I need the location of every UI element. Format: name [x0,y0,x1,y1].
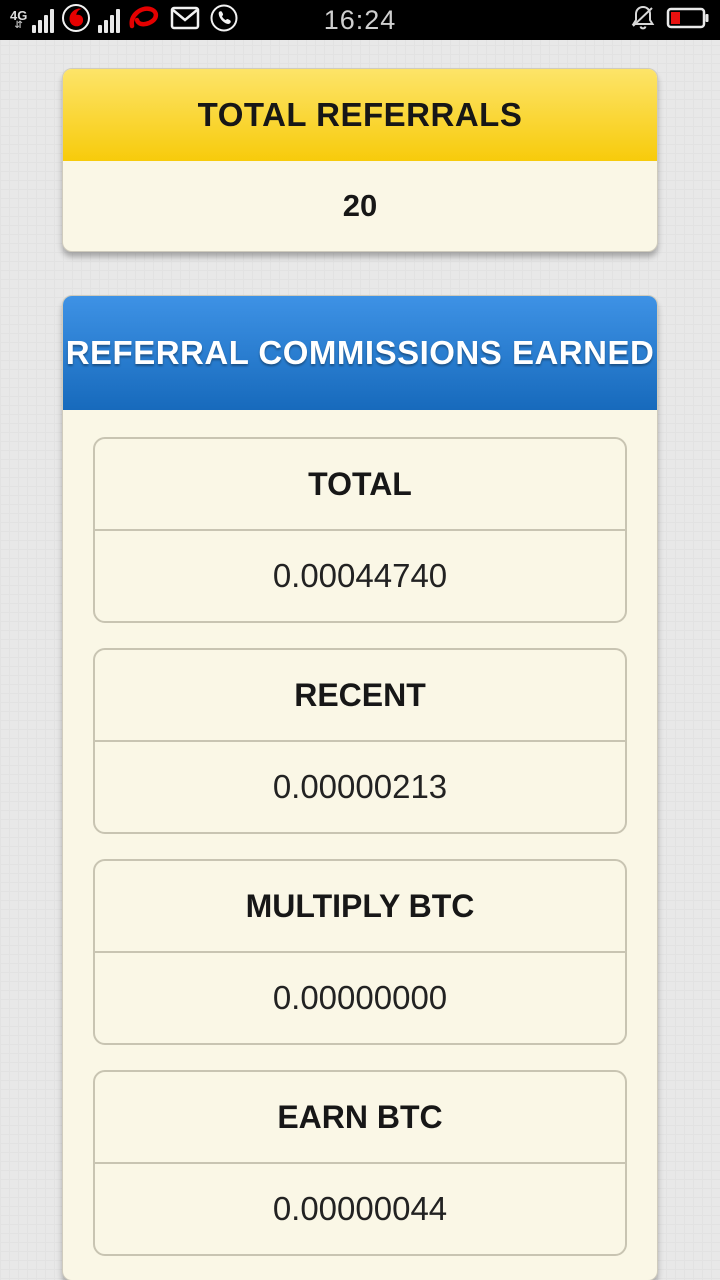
airtel-icon [127,3,161,38]
stat-label-multiply-btc: MULTIPLY BTC [95,861,625,953]
stat-value-recent: 0.00000213 [272,768,448,805]
status-icons-right [627,2,710,39]
status-icons-left: 4G ⇵ [10,3,239,38]
gmail-icon [168,3,202,38]
status-time: 16:24 [323,4,397,35]
signal-4g-icon: 4G ⇵ [10,8,28,31]
total-referrals-card: TOTAL REFERRALS 20 [62,68,658,252]
total-referrals-header: TOTAL REFERRALS [63,69,657,161]
stat-value-earn-btc: 0.00000044 [272,1190,448,1227]
stat-label-earn-btc: EARN BTC [95,1072,625,1164]
commissions-card: REFERRAL COMMISSIONS EARNED TOTAL 0.0004… [62,295,658,1280]
stat-value-multiply-btc: 0.00000000 [272,979,448,1016]
battery-low-icon [666,5,710,36]
stat-card-recent: RECENT 0.00000213 [93,648,627,834]
status-bar: 4G ⇵ [0,0,720,40]
stat-card-multiply-btc: MULTIPLY BTC 0.00000000 [93,859,627,1045]
total-referrals-value: 20 [342,188,378,223]
commissions-body: TOTAL 0.00044740 RECENT 0.00000213 MULTI… [63,410,657,1280]
commissions-header: REFERRAL COMMISSIONS EARNED [63,296,657,410]
signal-bars-icon [32,7,55,33]
whatsapp-icon [209,3,239,38]
stat-card-total: TOTAL 0.00044740 [93,437,627,623]
stat-value-total: 0.00044740 [272,557,448,594]
vodafone-icon [61,3,91,38]
bell-muted-icon [627,2,659,39]
stat-card-earn-btc: EARN BTC 0.00000044 [93,1070,627,1256]
signal-bars-2-icon [98,7,121,33]
stat-label-recent: RECENT [95,650,625,742]
stat-label-total: TOTAL [95,439,625,531]
